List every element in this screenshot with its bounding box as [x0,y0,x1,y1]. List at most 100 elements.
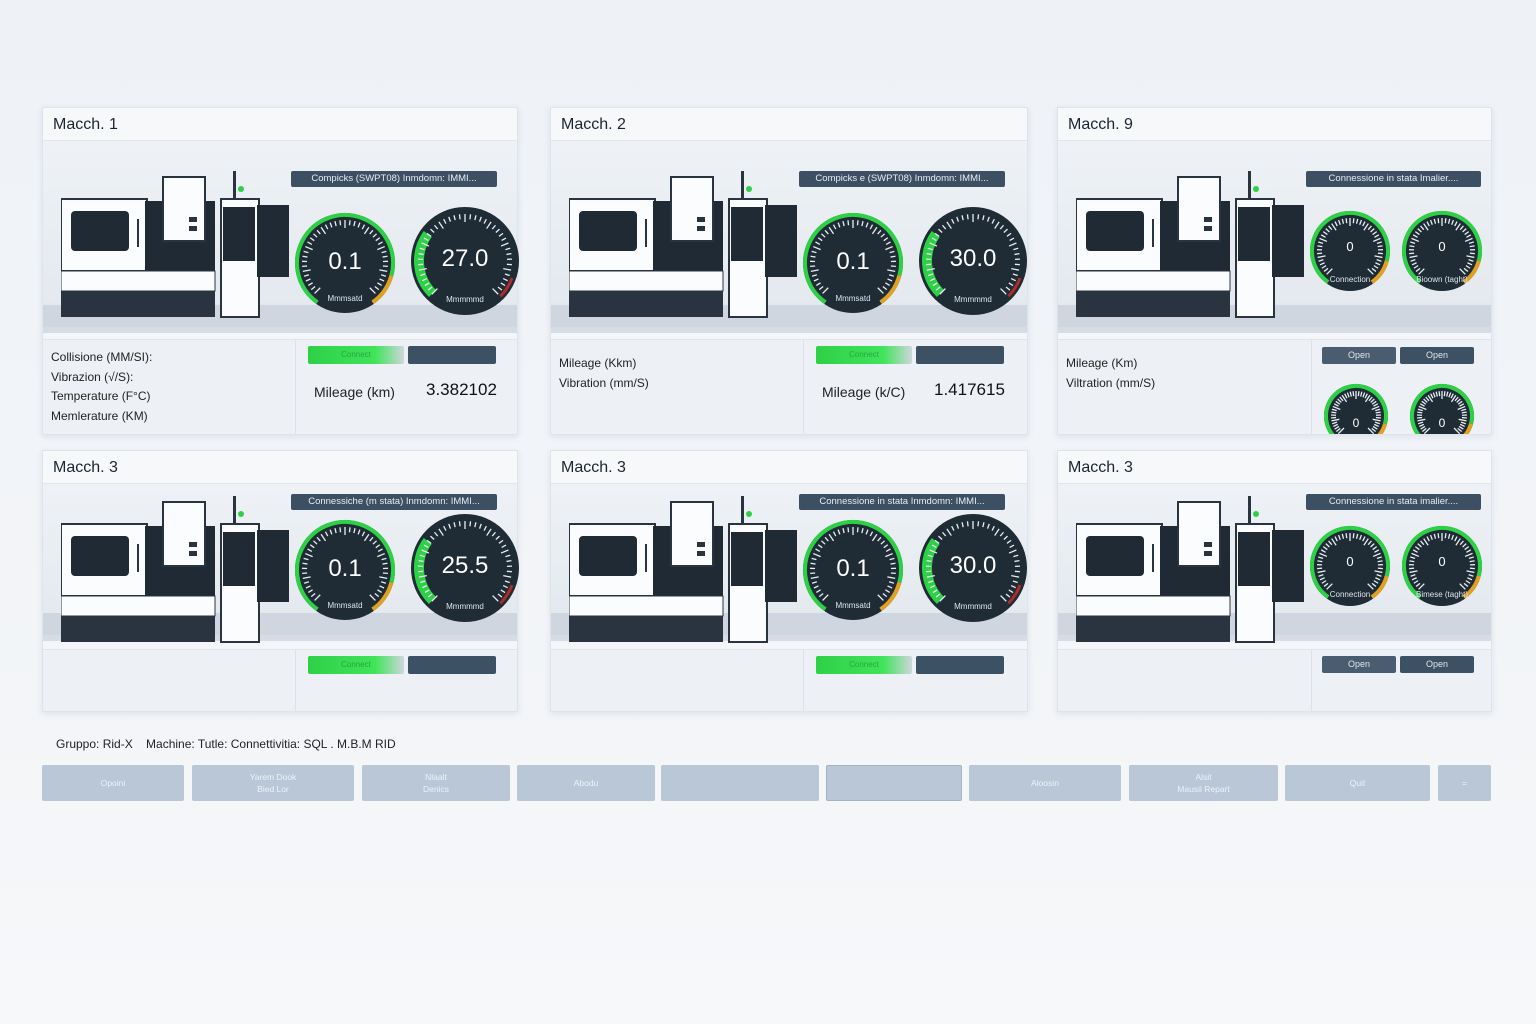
gauge-label: Mmmsatd [835,601,871,611]
open-button[interactable]: Open [1322,656,1396,673]
machine-scene: Connessione in stata Inmdomn: IMMI... 0.1… [551,484,1027,643]
machine-card: Macch. 3 Connessione in stata imalier...… [1057,450,1492,712]
gauge-dial-icon [295,520,395,620]
metric-label: Mileage (Kkm) [559,356,637,370]
toolbar-button[interactable] [661,765,819,801]
machine-card: Macch. 1 Compicks (SWPT08) Inmdomn: IMMI… [42,107,519,435]
gauge-dial-icon [1402,211,1482,291]
gauge-dial-icon [919,207,1027,315]
machine-scene: Compicks (SWPT08) Inmdomn: IMMI... 0.1 Mmm… [43,141,519,333]
toolbar-button[interactable]: Aloosin [969,765,1121,801]
toolbar-button-label: Mausil Repart [1177,784,1230,794]
metric-labels: Collisione (MM/SI): Vibrazion (√/S): Tempe… [51,348,152,426]
status-connected: Connect [816,346,912,364]
gauge-value: 0 [1438,554,1446,570]
gauge-dial-icon [411,514,519,622]
machine-illustration [1075,496,1306,651]
toolbar-button-label: Yarem Dook [249,772,297,782]
gauge-value: 0.1 [836,555,870,583]
gauge-label: Mmmmmd [446,294,484,304]
toolbar-button[interactable]: Abodu [517,765,655,801]
machine-card: Macch. 9 Connessione in stata Imalier...… [1057,107,1492,435]
gauge-label: Mmmmmd [954,294,992,304]
gauge: 0 Bimese (taght) [1400,524,1484,608]
toolbar-button[interactable]: Opoini [42,765,184,801]
gauge: 0 Connection [1308,524,1392,608]
open-button[interactable]: Open [1400,347,1474,364]
gauge-value: 0 [1438,239,1446,255]
gauge: 25.5 Mmmmmd [409,512,521,624]
metric-label: Temperature (F°C) [51,389,151,403]
connection-banner: Connessione in stata Inmdomn: IMMI... [799,494,1005,510]
gauge: 0.1 Mmmsatd [801,518,905,622]
machine-illustration [60,171,291,326]
gauge: 0 Connection [1308,209,1392,293]
metric-labels: Mileage (Km) Viltration (mm/S) [1066,354,1155,393]
mini-gauge-value: 0 [1352,416,1360,430]
status-connected: Connect [816,656,912,674]
connection-banner: Compicks e (SWPT08) Inmdomn: IMMI... [799,171,1005,187]
connection-banner: Connessione in stata imalier.... [1306,494,1481,510]
toolbar-button-label: Bied Lor [257,784,289,794]
gauge: 0.1 Mmmsatd [801,211,905,315]
gauge-value: 0.1 [836,248,870,276]
status-bar [408,656,496,674]
toolbar-button[interactable]: Yarem Dook Bied Lor [192,765,354,801]
machine-illustration [60,496,291,651]
gauge-label: Bioown (taght) [1416,274,1468,284]
toolbar-button-label: Alsit [1195,772,1212,782]
machine-icon [568,496,797,643]
machine-card: Macch. 3 Connessione in stata Inmdomn: I… [550,450,1028,712]
machine-scene: Compicks e (SWPT08) Inmdomn: IMMI... 0.1 M… [551,141,1027,333]
gauge-label: Connection [1329,274,1371,284]
toolbar-button-label: Denics [423,784,449,794]
status-section: Connect Mileage (km) 3.382102 [295,340,517,434]
gauge-dial-icon [295,213,395,313]
data-panel: Mileage (Km) Viltration (mm/S) Open Open 0 0 [1058,339,1491,434]
metric-label: Memlerature (KM) [51,408,148,423]
status-section: Connect [803,650,1027,711]
machine-illustration [1075,171,1306,326]
open-button[interactable]: Open [1400,656,1474,673]
gauge-label: Mmmsatd [835,294,871,304]
gauge-dial-icon [1410,384,1474,434]
metric-label: Mileage (Km) [1066,356,1138,370]
connection-banner: Compicks (SWPT08) Inmdomn: IMMI... [291,171,497,187]
toolbar-button[interactable]: Quit [1285,765,1430,801]
gauge-value: 27.0 [441,245,489,273]
metric-label: Collisione (MM/SI): [51,350,153,364]
toolbar-button-label: Opoini [100,778,126,788]
gauge: 0 Bioown (taght) [1400,209,1484,293]
machine-card: Macch. 2 Compicks e (SWPT08) Inmdomn: IM… [550,107,1028,435]
toolbar-button[interactable] [826,765,962,801]
toolbar-button[interactable]: = [1438,765,1491,801]
gauge: 30.0 Mmmmmd [917,205,1029,317]
toolbar-button[interactable]: Nlaalt Denics [362,765,510,801]
machine-scene: Connessiche (m stata) Inmdomn: IMMI... 0.… [43,484,519,643]
metric-label: Vibration (mm/S) [559,375,649,390]
toolbar-button-label: Nlaalt [425,772,447,782]
machine-scene: Connessione in stata Imalier.... 0 Connect… [1058,141,1491,333]
connection-status: Connect [308,346,496,364]
connection-banner: Connessiche (m stata) Inmdomn: IMMI... [291,494,497,510]
toolbar-button-label: Abodu [573,778,599,788]
status-bar [916,346,1004,364]
metric-labels: Mileage (Kkm) Vibration (mm/S) [559,354,649,393]
status-connected: Connect [308,656,404,674]
status-bar [916,656,1004,674]
gauge-dial-icon [411,207,519,315]
gauge-dial-icon [1324,384,1388,434]
status-section: Open Open 0 0 [1311,340,1491,434]
gauge-dial-icon [803,520,903,620]
connection-status: Connect [308,656,496,674]
status-section: Open Open [1311,650,1491,711]
card-title: Macch. 3 [551,451,1027,484]
status-section: Connect Mileage (k/C) 1.417615 [803,340,1027,434]
gauge-label: Mmmmmd [954,601,992,611]
data-panel: Open Open [1058,649,1491,711]
gauge-dial-icon [803,213,903,313]
open-button[interactable]: Open [1322,347,1396,364]
connection-banner: Connessione in stata Imalier.... [1306,171,1481,187]
toolbar-button[interactable]: Alsit Mausil Repart [1129,765,1278,801]
mileage-label: Mileage (km) [314,384,395,400]
